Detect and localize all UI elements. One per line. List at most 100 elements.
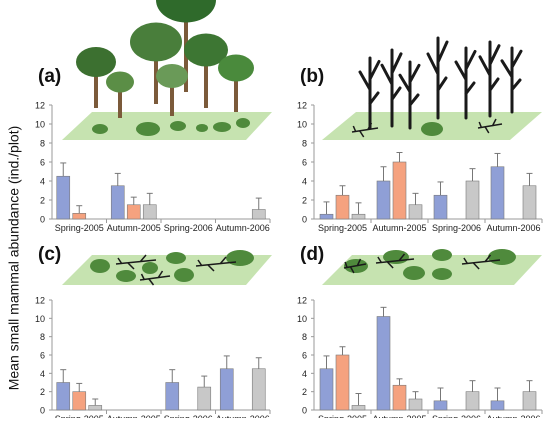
y-tick-label: 10 [35, 314, 45, 324]
y-tick-label: 8 [40, 332, 45, 342]
tree-canopy-icon [76, 47, 116, 77]
y-tick-label: 8 [40, 139, 45, 149]
shrub-icon [136, 122, 160, 136]
x-tick-label: Autumn-2005 [372, 414, 426, 418]
dead-tree-icon [478, 40, 501, 118]
bar [392, 384, 407, 411]
y-tick-label: 0 [40, 215, 45, 225]
y-tick-label: 12 [35, 101, 45, 111]
shrub-icon [213, 122, 231, 132]
dead-tree-icon [358, 56, 381, 130]
dead-tree-icon [380, 48, 403, 128]
bar [142, 204, 157, 220]
y-tick-label: 10 [297, 314, 307, 324]
x-tick-label: Autumn-2005 [107, 223, 161, 233]
bar [72, 391, 87, 411]
x-tick-label: Spring-2006 [432, 223, 481, 233]
bar [408, 398, 423, 411]
bar [319, 368, 334, 411]
branches-icon [351, 122, 379, 138]
tree-canopy-icon [156, 64, 188, 88]
tree-trunk [94, 62, 98, 108]
tree-canopy-icon [156, 0, 216, 23]
ground-plane [62, 112, 272, 140]
y-tick-label: 10 [297, 120, 307, 130]
shrub-icon [236, 118, 250, 128]
y-tick-label: 2 [40, 196, 45, 206]
bar [72, 213, 87, 220]
y-tick-label: 4 [302, 369, 307, 379]
bar [376, 316, 391, 411]
shrub-icon [432, 268, 452, 280]
bar [335, 194, 350, 220]
bar [126, 204, 141, 220]
panel-label: (a) [38, 66, 61, 87]
bar [490, 166, 505, 220]
bar [197, 386, 212, 411]
x-tick-label: Autumn-2005 [107, 414, 161, 418]
bar [433, 400, 448, 411]
y-tick-label: 2 [40, 387, 45, 397]
bar [251, 368, 266, 411]
y-tick-label: 12 [297, 296, 307, 306]
bar [88, 405, 103, 411]
tree-trunk [118, 82, 122, 118]
y-tick-label: 8 [302, 139, 307, 149]
tree-trunk [170, 76, 174, 116]
branches-icon [461, 254, 501, 270]
y-tick-label: 6 [40, 158, 45, 168]
scene-forest [62, 0, 272, 140]
branches-icon [195, 256, 237, 272]
x-tick-label: Spring-2005 [55, 223, 104, 233]
bar [335, 354, 350, 411]
tree-canopy-icon [106, 71, 134, 93]
y-axis-label: Mean small mammal abundance (ind./plot) [5, 125, 22, 391]
bar [490, 400, 505, 411]
branches-icon [139, 270, 171, 286]
x-tick-label: Spring-2005 [55, 414, 104, 418]
dead-tree-icon [426, 36, 449, 120]
bar [522, 391, 537, 411]
tree-canopy-icon [218, 54, 254, 82]
bar [110, 185, 125, 220]
shrub-icon [116, 270, 136, 282]
y-tick-label: 0 [302, 406, 307, 416]
x-tick-label: Spring-2006 [164, 414, 213, 418]
x-tick-label: Autumn-2006 [216, 223, 270, 233]
dead-tree-icon [398, 60, 421, 130]
shrub-icon [170, 121, 186, 131]
branches-icon [375, 253, 415, 269]
ground-plane [62, 255, 272, 285]
bar [319, 213, 334, 220]
x-tick-label: Autumn-2006 [216, 414, 270, 418]
panel-label: (d) [300, 244, 324, 265]
y-tick-label: 2 [302, 196, 307, 206]
x-tick-label: Spring-2005 [318, 223, 367, 233]
bar [392, 161, 407, 220]
shrub-icon [166, 252, 186, 264]
tree-canopy-icon [184, 33, 228, 67]
bar [251, 209, 266, 220]
bar [56, 175, 71, 220]
panel-label: (b) [300, 66, 324, 87]
dead-tree-icon [454, 46, 477, 120]
bar [465, 391, 480, 411]
shrub-icon [421, 122, 443, 136]
branches-icon [477, 118, 503, 134]
bar [465, 180, 480, 220]
y-tick-label: 6 [302, 351, 307, 361]
shrub-icon [488, 249, 516, 265]
x-tick-label: Autumn-2005 [372, 223, 426, 233]
panel-label: (c) [38, 244, 61, 265]
bar [408, 204, 423, 220]
y-tick-label: 6 [40, 351, 45, 361]
y-tick-label: 4 [40, 369, 45, 379]
branches-icon [343, 258, 367, 274]
dead-tree-icon [500, 46, 523, 114]
bar [351, 405, 366, 411]
y-tick-label: 6 [302, 158, 307, 168]
